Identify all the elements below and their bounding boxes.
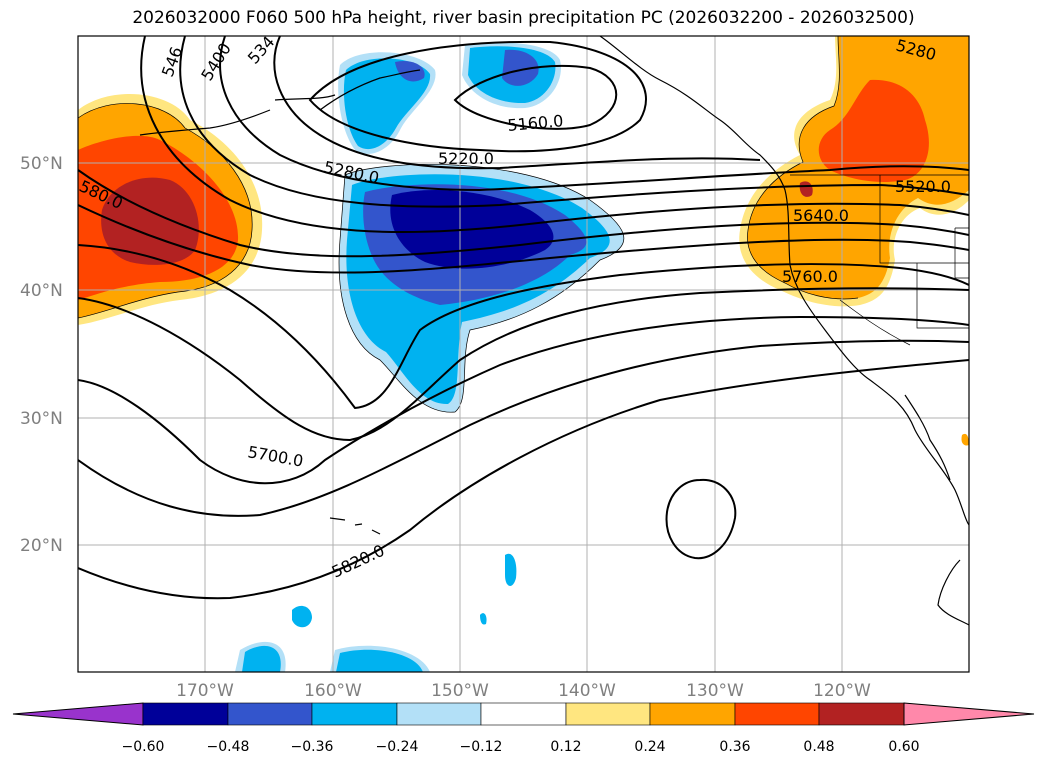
height-contours: [78, 36, 969, 600]
contour-label-5760: 5760.0: [782, 267, 838, 286]
lon-label-130w: 130°W: [686, 681, 744, 701]
colorbar-tick-label: 0.48: [803, 739, 834, 755]
lat-label-50n: 50°N: [20, 154, 63, 174]
colorbar-segment: [649, 702, 736, 726]
lon-label-160w: 160°W: [304, 681, 362, 701]
colorbar: −0.60 −0.48 −0.36 −0.24 −0.12 0.12 0.24 …: [12, 702, 1035, 755]
anomaly-outlines: [78, 36, 859, 413]
contour-label-5640: 5640.0: [793, 206, 849, 225]
colorbar-segment: [396, 702, 482, 726]
colorbar-high-extend: [903, 702, 1035, 726]
colorbar-low-extend: [12, 702, 144, 726]
lon-label-140w: 140°W: [558, 681, 616, 701]
lat-label-30n: 30°N: [20, 409, 63, 429]
colorbar-tick-label: −0.36: [291, 739, 334, 755]
lon-label-170w: 170°W: [176, 681, 234, 701]
colorbar-segment: [565, 702, 651, 726]
colorbar-tick-label: −0.12: [460, 739, 503, 755]
colorbar-tick-label: 0.24: [634, 739, 665, 755]
contour-label-5520: 5520.0: [895, 177, 951, 196]
map-title: 2026032000 F060 500 hPa height, river ba…: [132, 8, 915, 28]
contour-label-5160: 5160.0: [507, 111, 564, 135]
map-plot-area: 546 5400 534 5160.0 5220.0 5280.0 580.0 …: [78, 36, 969, 672]
lat-label-40n: 40°N: [20, 281, 63, 301]
colorbar-segment: [818, 702, 905, 726]
colorbar-segment: [734, 702, 820, 726]
colorbar-tick-label: 0.60: [888, 739, 919, 755]
colorbar-segment: [480, 702, 567, 726]
colorbar-segment: [311, 702, 398, 726]
colorbar-segment: [227, 702, 313, 726]
lon-label-150w: 150°W: [431, 681, 489, 701]
colorbar-tick-label: −0.48: [207, 739, 250, 755]
colorbar-segment: [142, 702, 229, 726]
lon-label-120w: 120°W: [813, 681, 871, 701]
colorbar-tick-label: 0.36: [719, 739, 750, 755]
colorbar-tick-label: −0.60: [122, 739, 165, 755]
lat-label-20n: 20°N: [20, 536, 63, 556]
contour-label-5220: 5220.0: [438, 149, 494, 168]
colorbar-tick-label: 0.12: [550, 739, 581, 755]
map-frame: [77, 35, 970, 673]
colorbar-tick-label: −0.24: [376, 739, 419, 755]
